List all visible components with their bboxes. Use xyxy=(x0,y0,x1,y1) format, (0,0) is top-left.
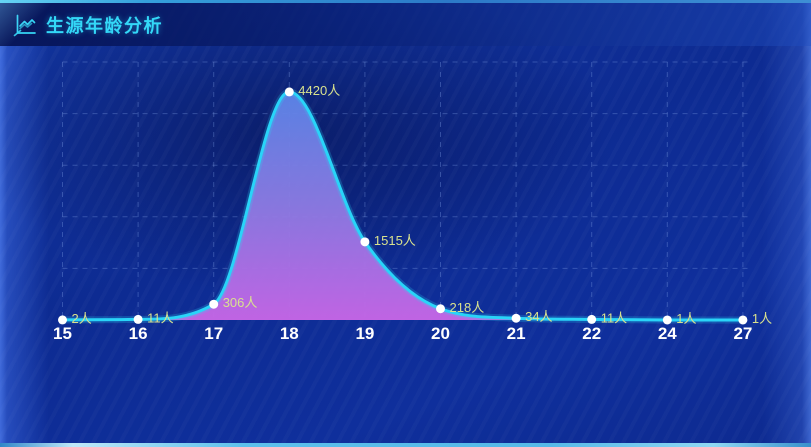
x-axis-label: 18 xyxy=(280,324,299,343)
data-point-label: 11人 xyxy=(147,310,174,325)
data-point-marker[interactable] xyxy=(360,237,370,247)
data-point-marker[interactable] xyxy=(587,314,597,324)
series-line xyxy=(61,90,745,322)
data-point-label: 1515人 xyxy=(374,233,416,248)
x-axis-label: 20 xyxy=(431,324,450,343)
data-point-marker[interactable] xyxy=(662,315,672,325)
x-axis-label: 15 xyxy=(53,324,72,343)
x-axis-label: 22 xyxy=(582,324,601,343)
panel-header: 生源年龄分析 xyxy=(0,3,811,46)
data-point-marker[interactable] xyxy=(58,315,67,325)
x-axis-label: 16 xyxy=(129,324,148,343)
panel-left-glow xyxy=(0,0,7,443)
data-point-label: 4420人 xyxy=(298,83,340,98)
data-point-label: 34人 xyxy=(525,309,552,324)
data-point-marker[interactable] xyxy=(738,315,748,325)
data-point-label: 306人 xyxy=(223,295,258,310)
data-point-label: 1人 xyxy=(752,311,772,326)
data-point-marker[interactable] xyxy=(511,313,521,323)
data-point-label: 11人 xyxy=(601,310,628,325)
data-point-marker[interactable] xyxy=(436,304,445,314)
panel-top-border xyxy=(0,0,811,3)
grid-lines xyxy=(62,61,749,320)
data-point-label: 218人 xyxy=(450,300,485,315)
data-point-marker[interactable] xyxy=(284,87,294,97)
x-axis-label: 19 xyxy=(355,324,374,343)
data-point-label: 2人 xyxy=(72,311,92,326)
panel-title: 生源年龄分析 xyxy=(46,15,163,36)
x-axis-label: 17 xyxy=(204,324,223,343)
x-axis-label: 27 xyxy=(733,324,752,343)
panel-bottom-border xyxy=(0,443,811,447)
x-axis-label: 24 xyxy=(658,324,677,343)
x-axis-label: 21 xyxy=(507,324,526,343)
data-point-label: 1人 xyxy=(676,311,696,326)
panel-right-glow xyxy=(802,0,811,443)
line-chart-icon xyxy=(12,12,38,38)
data-point-marker[interactable] xyxy=(133,314,143,324)
data-point-marker[interactable] xyxy=(209,299,219,309)
